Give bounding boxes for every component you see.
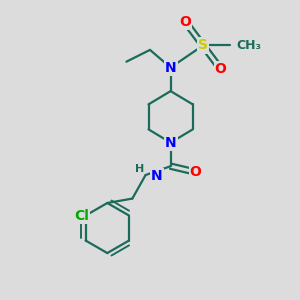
Text: N: N	[165, 61, 176, 75]
Text: N: N	[151, 169, 163, 184]
Text: CH₃: CH₃	[237, 39, 262, 52]
Text: O: O	[179, 15, 191, 29]
Text: S: S	[198, 38, 208, 52]
Text: Cl: Cl	[74, 208, 89, 223]
Text: N: N	[165, 136, 176, 150]
Text: O: O	[215, 62, 226, 76]
Text: H: H	[135, 164, 144, 174]
Text: O: O	[190, 165, 202, 179]
